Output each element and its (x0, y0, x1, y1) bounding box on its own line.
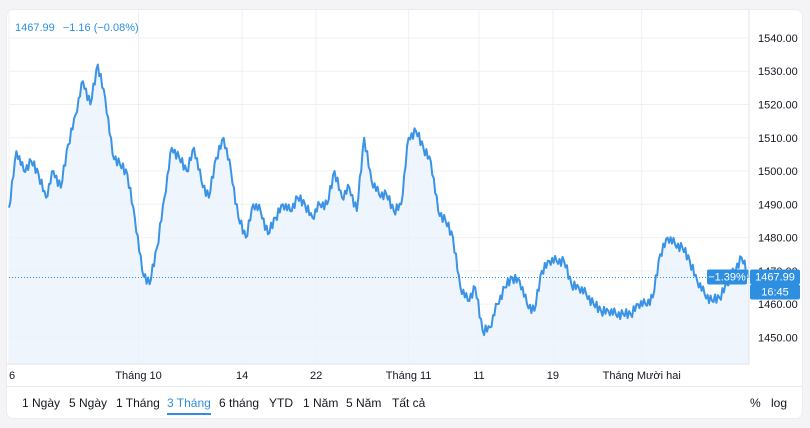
price-area-fill (9, 64, 749, 364)
last-price-text: 1467.99 (755, 272, 795, 284)
price-tick-label: 1480.00 (758, 233, 798, 245)
price-tick-label: 1500.00 (758, 166, 798, 178)
range-button[interactable]: 1 Ngày (22, 396, 61, 410)
percent-scale-toggle[interactable]: % (750, 396, 761, 410)
time-tick-label: 14 (236, 370, 248, 382)
price-tick-label: 1540.00 (758, 33, 798, 45)
time-tick-label: Tháng Mười hai (603, 370, 681, 382)
chart-card: 1467.99 −1.16 (−0.08%) 1450.001460.00147… (7, 10, 802, 418)
legend-price: 1467.99 (15, 22, 55, 34)
range-button[interactable]: Tất cả (392, 396, 426, 410)
range-button[interactable]: 3 Tháng (167, 393, 211, 415)
time-tick-label: 22 (310, 370, 322, 382)
range-toolbar: 1 Ngày 5 Ngày 1 Tháng 3 Tháng 6 tháng YTD 1 Nă… (7, 386, 802, 418)
price-series-line (8, 63, 750, 337)
price-tick-label: 1520.00 (758, 100, 798, 112)
time-tick-label: Tháng 10 (115, 370, 161, 382)
price-tick-label: 1530.00 (758, 66, 798, 78)
time-tick-label: 11 (473, 370, 484, 382)
time-tick-label: 6 (9, 370, 15, 382)
countdown-text: 16:45 (761, 287, 789, 299)
last-price-badge: −1.39% 1467.99 16:45 (707, 269, 800, 300)
price-line-chart[interactable]: 1450.001460.001470.001480.001490.001500.… (7, 10, 802, 386)
price-axis[interactable]: 1450.001460.001470.001480.001490.001500.… (758, 33, 798, 344)
range-button[interactable]: 1 Năm (303, 396, 339, 410)
price-legend: 1467.99 −1.16 (−0.08%) (15, 22, 144, 34)
range-button[interactable]: 6 tháng (219, 396, 260, 410)
time-tick-label: Tháng 11 (386, 370, 432, 382)
range-button[interactable]: 5 Năm (346, 396, 382, 410)
legend-change: −1.16 (−0.08%) (62, 22, 139, 34)
range-button[interactable]: 5 Ngày (69, 396, 108, 410)
price-tick-label: 1510.00 (758, 133, 798, 145)
time-tick-label: 19 (547, 370, 559, 382)
percent-change-badge (707, 269, 747, 285)
percent-change-text: −1.39% (708, 272, 746, 284)
range-button[interactable]: 1 Tháng (116, 396, 160, 410)
price-tick-label: 1460.00 (758, 299, 798, 311)
range-button[interactable]: YTD (269, 396, 293, 410)
last-price-badge-box (750, 269, 800, 285)
price-tick-label: 1450.00 (758, 332, 798, 344)
time-axis[interactable]: 6 Tháng 10 14 22 Tháng 11 11 19 Tháng Mười hai (9, 370, 681, 382)
countdown-badge (750, 284, 800, 300)
log-scale-toggle[interactable]: log (771, 396, 788, 410)
price-tick-label: 1490.00 (758, 199, 798, 211)
